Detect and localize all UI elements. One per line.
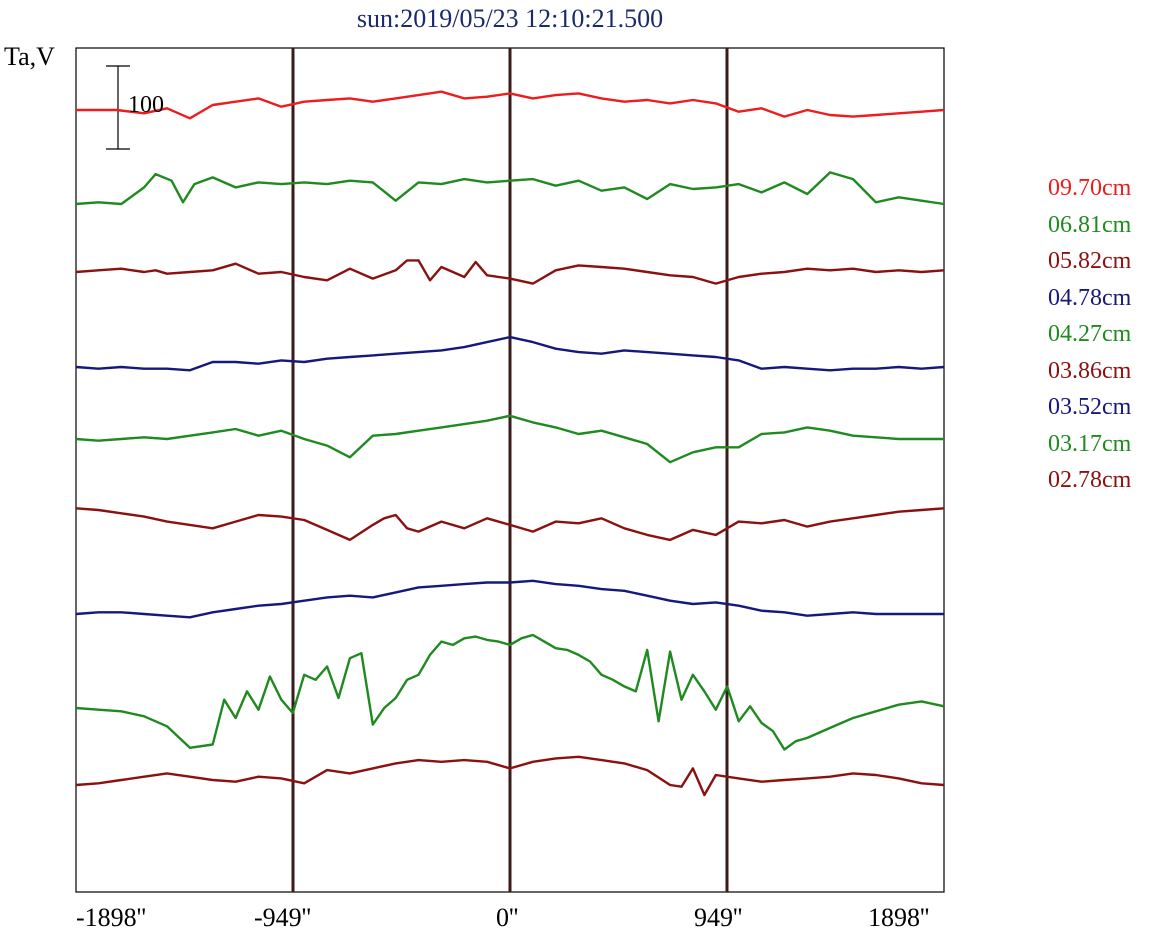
x-tick-label: 949'' <box>694 903 743 932</box>
scale-bar-label: 100 <box>128 92 164 118</box>
legend-item: 04.27cm <box>1048 321 1132 347</box>
x-tick-label: 0'' <box>496 903 519 932</box>
y-axis-label: Ta,V <box>4 42 55 71</box>
legend-item: 06.81cm <box>1048 211 1132 238</box>
series-line-04.78cm <box>75 335 945 372</box>
vertical-markers <box>291 48 729 892</box>
legend-item: 03.17cm <box>1048 430 1132 457</box>
series-line-09.70cm <box>76 90 945 120</box>
series-line-02.78cm <box>75 755 945 797</box>
series-line-03.86cm <box>75 507 945 542</box>
legend-item: 09.70cm <box>1048 175 1132 201</box>
legend: 09.70cm 06.81cm 05.82cm 04.78cm 04.27cm 03.86… <box>1048 170 1131 499</box>
legend-item: 03.52cm <box>1048 394 1132 420</box>
legend-item: 05.82cm <box>1048 248 1132 274</box>
chart-title: sun:2019/05/23 12:10:21.500 <box>356 4 664 33</box>
series-line-05.82cm <box>75 259 945 285</box>
series-layer <box>75 90 945 797</box>
series-line-04.27cm <box>75 414 944 464</box>
series-line-06.81cm <box>75 171 945 206</box>
legend-item: 03.86cm <box>1048 357 1132 384</box>
legend-item: 02.78cm <box>1048 467 1132 493</box>
x-tick-label: -949'' <box>254 903 312 932</box>
series-line-03.52cm <box>75 579 944 619</box>
series-line-03.17cm <box>75 633 945 751</box>
x-tick-label: 1898'' <box>868 903 930 932</box>
legend-item: 04.78cm <box>1048 284 1132 311</box>
x-tick-label: -1898'' <box>76 903 147 932</box>
scale-bar <box>106 65 130 150</box>
